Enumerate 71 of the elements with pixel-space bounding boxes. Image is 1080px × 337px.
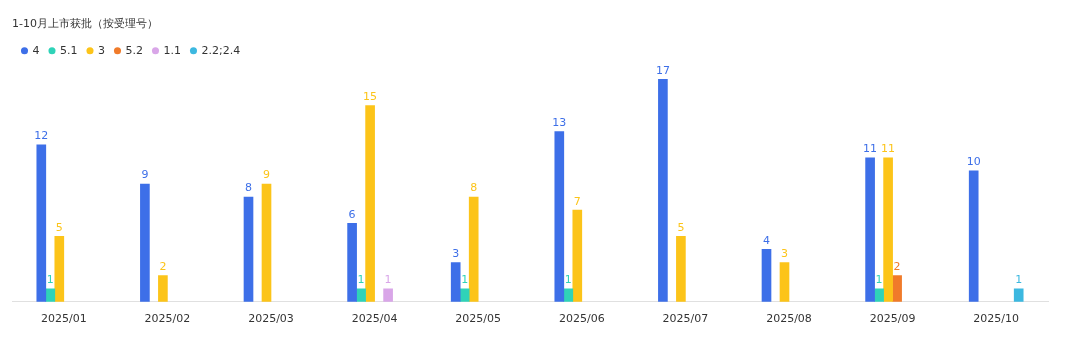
- data-label: 11: [863, 142, 878, 156]
- data-label: 9: [263, 168, 270, 182]
- data-label: 4: [763, 233, 770, 247]
- x-tick-label: 2025/05: [455, 312, 502, 326]
- bar: [45, 288, 56, 302]
- data-label: 1: [384, 273, 392, 287]
- legend-label: 1.1: [163, 43, 181, 57]
- x-tick-label: 2025/03: [248, 312, 294, 326]
- bar: [658, 78, 668, 302]
- bar: [450, 262, 461, 302]
- bar: [243, 196, 254, 302]
- data-label: 1: [357, 273, 365, 287]
- legend-label: 2.2;2.4: [201, 43, 241, 57]
- x-tick-label: 2025/06: [558, 312, 605, 326]
- bar: [572, 209, 583, 302]
- x-tick-label: 2025/09: [869, 312, 916, 326]
- data-label: 3: [781, 246, 788, 260]
- bar: [347, 222, 357, 302]
- legend-label: 3: [97, 43, 105, 57]
- x-tick-label: 2025/01: [40, 312, 87, 326]
- data-label: 13: [552, 116, 567, 129]
- bar: [883, 157, 893, 302]
- bar: [468, 196, 479, 302]
- bar: [968, 170, 979, 302]
- data-label: 17: [655, 63, 670, 77]
- data-label: 2: [159, 259, 167, 273]
- bar: [779, 262, 790, 302]
- bar: [563, 288, 574, 302]
- data-label: 12: [34, 129, 49, 143]
- data-label: 5: [677, 220, 685, 234]
- bar: [54, 236, 65, 302]
- data-label: 2: [893, 259, 901, 273]
- data-label: 1: [564, 273, 572, 287]
- bar: [892, 275, 902, 302]
- bar: [554, 131, 565, 302]
- data-label: 1: [875, 273, 883, 287]
- bar: [459, 288, 470, 302]
- bar: [676, 236, 686, 302]
- bar: [874, 288, 884, 302]
- bar: [36, 144, 47, 302]
- bar: [158, 275, 168, 302]
- data-label: 7: [573, 194, 581, 208]
- data-label: 1: [1015, 273, 1023, 287]
- x-tick-label: 2025/08: [766, 312, 812, 326]
- bar: [761, 249, 772, 302]
- bar: [383, 288, 393, 302]
- bar: [356, 288, 366, 302]
- data-label: 8: [470, 181, 478, 195]
- data-label: 1: [461, 273, 469, 287]
- data-label: 10: [966, 155, 981, 169]
- bar: [865, 157, 875, 302]
- bar: [140, 183, 150, 302]
- bar: [365, 105, 375, 302]
- x-tick-label: 2025/10: [973, 312, 1020, 326]
- chart-title: 1-10月上市获批（按受理号）: [12, 17, 158, 31]
- x-tick-label: 2025/04: [351, 312, 398, 326]
- data-label: 6: [348, 207, 356, 221]
- data-label: 15: [363, 89, 378, 103]
- x-tick-label: 2025/07: [662, 312, 709, 326]
- data-label: 9: [141, 168, 149, 182]
- legend-label: 5.1: [60, 43, 78, 57]
- data-label: 11: [881, 142, 896, 156]
- legend-label: 4: [32, 43, 40, 57]
- x-tick-label: 2025/02: [144, 312, 191, 326]
- data-label: 3: [452, 246, 460, 260]
- data-label: 8: [245, 181, 252, 195]
- legend-label: 5.2: [125, 43, 143, 57]
- bar: [261, 183, 272, 302]
- data-label: 5: [55, 220, 63, 234]
- bar: [1013, 288, 1024, 302]
- data-label: 1: [46, 273, 54, 287]
